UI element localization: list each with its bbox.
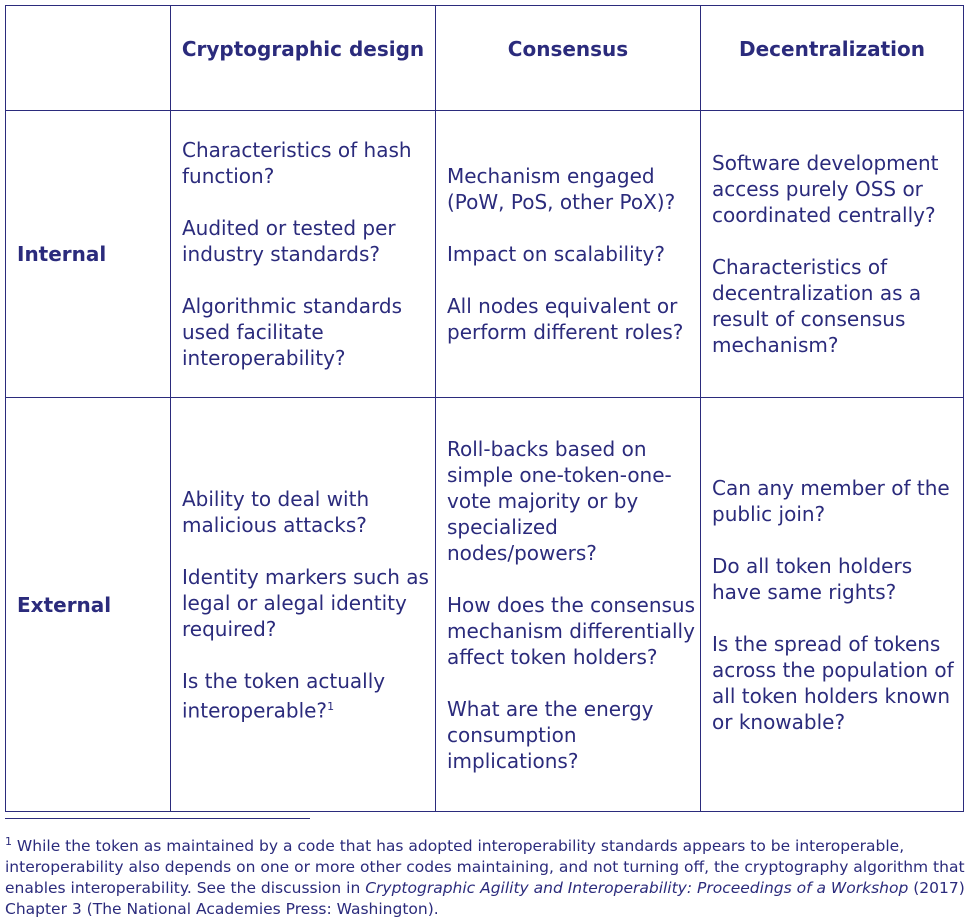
- footnote-text-end: (2017) Chapter 3 (The National Academies…: [5, 879, 965, 919]
- question: Characteristics of decentralization as a…: [712, 255, 922, 357]
- footnote-marker: 1: [5, 835, 12, 848]
- footnote-ref: 1: [327, 699, 335, 713]
- row-internal: Internal Characteristics of hash functio…: [5, 110, 964, 398]
- footnote: 1 While the token as maintained by a cod…: [5, 831, 965, 920]
- question: What are the energy consumption implicat…: [447, 696, 654, 773]
- header-cryptographic-design: Cryptographic design: [170, 5, 436, 111]
- question: Software development access purely OSS o…: [712, 151, 939, 227]
- question: How does the consensus mechanism differe…: [447, 592, 696, 669]
- cell-internal-consensus: Mechanism engaged (PoW, PoS, other PoX)?…: [435, 110, 701, 398]
- question: Ability to deal with malicious attacks?: [182, 486, 370, 537]
- framework-table: Cryptographic design Consensus Decentral…: [5, 5, 964, 812]
- question: Mechanism engaged (PoW, PoS, other PoX)?: [447, 164, 676, 214]
- cell-external-cryptographic: Ability to deal with malicious attacks? …: [170, 397, 436, 812]
- question: Audited or tested per industry standards…: [182, 216, 396, 266]
- question: Can any member of the public join?: [712, 475, 950, 526]
- question: Algorithmic standards used facilitate in…: [182, 294, 402, 370]
- question: Roll-backs based on simple one-token-one…: [447, 436, 672, 565]
- footnote-cited-title: Cryptographic Agility and Interoperabili…: [365, 879, 909, 898]
- question: Impact on scalability?: [447, 242, 665, 266]
- cell-internal-cryptographic: Characteristics of hash function? Audite…: [170, 110, 436, 398]
- footnote-text: While the token as maintained by a code …: [5, 837, 965, 898]
- header-row: Cryptographic design Consensus Decentral…: [5, 5, 964, 111]
- question: Characteristics of hash function?: [182, 138, 412, 188]
- row-label-external: External: [5, 397, 171, 812]
- cell-external-consensus: Roll-backs based on simple one-token-one…: [435, 397, 701, 812]
- cell-external-decentralization: Can any member of the public join? Do al…: [700, 397, 964, 812]
- header-decentralization: Decentralization: [700, 5, 964, 111]
- header-consensus: Consensus: [435, 5, 701, 111]
- header-corner: [5, 5, 171, 111]
- question: Is the spread of tokens across the popul…: [712, 631, 954, 734]
- question: Do all token holders have same rights?: [712, 553, 913, 604]
- question: All nodes equivalent or perform differen…: [447, 294, 684, 344]
- row-external: External Ability to deal with malicious …: [5, 397, 964, 812]
- cell-internal-decentralization: Software development access purely OSS o…: [700, 110, 964, 398]
- question: Identity markers such as legal or alegal…: [182, 564, 429, 641]
- footnote-divider: [5, 818, 310, 819]
- question: Is the token actually interoperable?1: [182, 668, 386, 723]
- row-label-internal: Internal: [5, 110, 171, 398]
